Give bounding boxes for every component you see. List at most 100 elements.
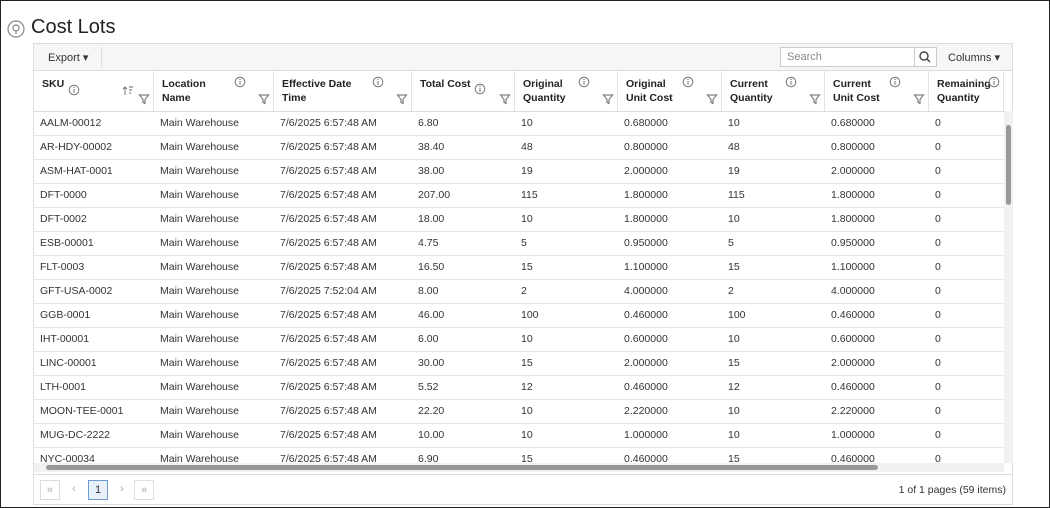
table-row[interactable]: LTH-0001 Main Warehouse 7/6/2025 6:57:48 A… (34, 376, 1004, 400)
column-title: Remaining Quantity (937, 78, 991, 104)
table-cell: GFT-USA-0002 (40, 285, 113, 297)
table-cell: 0.460000 (624, 309, 668, 321)
table-row[interactable]: MUG-DC-2222 Main Warehouse 7/6/2025 6:57:4… (34, 424, 1004, 448)
next-page[interactable]: › (112, 480, 132, 500)
table-cell: 2.000000 (624, 357, 668, 369)
table-cell: NYC-00034 (40, 453, 95, 464)
table-cell: 1.100000 (831, 261, 875, 273)
table-cell: 2.000000 (831, 357, 875, 369)
table-cell: IHT-00001 (40, 333, 90, 345)
table-row[interactable]: GGB-0001 Main Warehouse 7/6/2025 6:57:48 A… (34, 304, 1004, 328)
table-row[interactable]: AALM-00012 Main Warehouse 7/6/2025 6:57:48… (34, 112, 1004, 136)
table-row[interactable]: ASM-HAT-0001 Main Warehouse 7/6/2025 6:57:… (34, 160, 1004, 184)
table-cell: 10 (521, 213, 533, 225)
table-cell: 0.600000 (831, 333, 875, 345)
search-icon (919, 51, 931, 63)
table-row[interactable]: NYC-00034 Main Warehouse 7/6/2025 6:57:48 … (34, 448, 1004, 464)
table-cell: 6.80 (418, 117, 439, 129)
filter-icon[interactable] (809, 93, 821, 105)
export-button[interactable]: Export ▾ (48, 52, 89, 64)
column-header: Total Cost (412, 71, 515, 111)
column-title: Original Quantity (523, 78, 566, 104)
filter-icon[interactable] (138, 93, 150, 105)
table-row[interactable]: DFT-0000 Main Warehouse 7/6/2025 6:57:48 A… (34, 184, 1004, 208)
table-cell: 7/6/2025 6:57:48 AM (280, 453, 377, 464)
scroll-thumb[interactable] (46, 465, 878, 470)
table-header: SKU Location Name Effective Date Time Total… (34, 71, 1004, 112)
info-icon (474, 83, 486, 95)
info-icon (988, 76, 1000, 88)
table-cell: 0 (935, 405, 941, 417)
table-row[interactable]: FLT-0003 Main Warehouse 7/6/2025 6:57:48 A… (34, 256, 1004, 280)
table-cell: 7/6/2025 6:57:48 AM (280, 381, 377, 393)
search-input[interactable] (780, 47, 915, 67)
table-cell: 7/6/2025 7:52:04 AM (280, 285, 377, 297)
info-icon (234, 76, 246, 88)
table-cell: 7/6/2025 6:57:48 AM (280, 213, 377, 225)
sort-icon[interactable] (122, 85, 134, 97)
table-cell: 6.00 (418, 333, 439, 345)
filter-icon[interactable] (499, 93, 511, 105)
table-cell: 0 (935, 453, 941, 464)
page-title: Cost Lots (31, 16, 116, 38)
column-header: Location Name (154, 71, 274, 111)
table-cell: GGB-0001 (40, 309, 91, 321)
column-header: Original Quantity (515, 71, 618, 111)
table-cell: 15 (521, 261, 533, 273)
table-cell: 15 (521, 357, 533, 369)
table-cell: 8.00 (418, 285, 439, 297)
table-row[interactable]: DFT-0002 Main Warehouse 7/6/2025 6:57:48 A… (34, 208, 1004, 232)
table-cell: Main Warehouse (160, 333, 239, 345)
table-cell: 7/6/2025 6:57:48 AM (280, 261, 377, 273)
table-cell: LINC-00001 (40, 357, 97, 369)
column-header: Current Unit Cost (825, 71, 929, 111)
table-cell: 10.00 (418, 429, 445, 441)
table-cell: 10 (521, 333, 533, 345)
columns-button[interactable]: Columns ▾ (948, 52, 1000, 64)
horizontal-scrollbar[interactable] (34, 463, 1004, 472)
table-cell: 18.00 (418, 213, 445, 225)
scroll-thumb[interactable] (1006, 125, 1011, 205)
table-cell: 16.50 (418, 261, 445, 273)
column-title: Original Unit Cost (626, 78, 673, 104)
table-cell: Main Warehouse (160, 405, 239, 417)
vertical-scrollbar[interactable] (1004, 111, 1013, 463)
table-cell: 19 (728, 165, 740, 177)
prev-page[interactable]: ‹ (64, 480, 84, 500)
table-cell: 48 (521, 141, 533, 153)
table-cell: 30.00 (418, 357, 445, 369)
search-button[interactable] (915, 47, 937, 67)
table-cell: 7/6/2025 6:57:48 AM (280, 189, 377, 201)
table-row[interactable]: GFT-USA-0002 Main Warehouse 7/6/2025 7:52:… (34, 280, 1004, 304)
table-cell: 2.220000 (624, 405, 668, 417)
table-cell: 7/6/2025 6:57:48 AM (280, 429, 377, 441)
table-cell: 1.800000 (624, 213, 668, 225)
filter-icon[interactable] (706, 93, 718, 105)
table-row[interactable]: AR-HDY-00002 Main Warehouse 7/6/2025 6:57:… (34, 136, 1004, 160)
table-row[interactable]: LINC-00001 Main Warehouse 7/6/2025 6:57:48… (34, 352, 1004, 376)
table-row[interactable]: ESB-00001 Main Warehouse 7/6/2025 6:57:48 … (34, 232, 1004, 256)
filter-icon[interactable] (913, 93, 925, 105)
table-cell: AR-HDY-00002 (40, 141, 112, 153)
table-cell: 0 (935, 141, 941, 153)
table-cell: 5 (521, 237, 527, 249)
table-cell: Main Warehouse (160, 213, 239, 225)
table-cell: 0 (935, 381, 941, 393)
filter-icon[interactable] (258, 93, 270, 105)
filter-icon[interactable] (602, 93, 614, 105)
table-cell: FLT-0003 (40, 261, 85, 273)
last-page[interactable]: » (134, 480, 154, 500)
filter-icon[interactable] (396, 93, 408, 105)
table-cell: Main Warehouse (160, 261, 239, 273)
table-cell: 115 (521, 189, 538, 201)
table-cell: 100 (521, 309, 539, 321)
table-cell: 10 (728, 333, 740, 345)
table-cell: 0 (935, 261, 941, 273)
first-page[interactable]: « (40, 480, 60, 500)
table-row[interactable]: IHT-00001 Main Warehouse 7/6/2025 6:57:48 … (34, 328, 1004, 352)
table-cell: 0.460000 (831, 453, 875, 464)
table-cell: 5.52 (418, 381, 439, 393)
table-row[interactable]: MOON-TEE-0001 Main Warehouse 7/6/2025 6:57… (34, 400, 1004, 424)
page-number[interactable]: 1 (88, 480, 108, 500)
